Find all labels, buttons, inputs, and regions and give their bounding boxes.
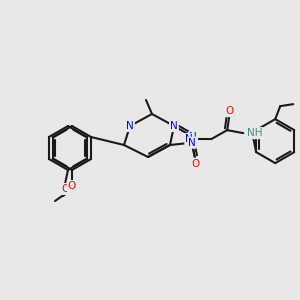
Text: N: N	[189, 132, 197, 142]
Text: O: O	[225, 106, 233, 116]
Text: NH: NH	[247, 128, 263, 138]
Text: O: O	[192, 159, 200, 169]
Text: N: N	[185, 134, 193, 144]
Text: O: O	[61, 184, 69, 194]
Text: O: O	[68, 181, 76, 191]
Text: N: N	[188, 138, 196, 148]
Text: N: N	[170, 121, 178, 131]
Text: N: N	[126, 121, 134, 131]
